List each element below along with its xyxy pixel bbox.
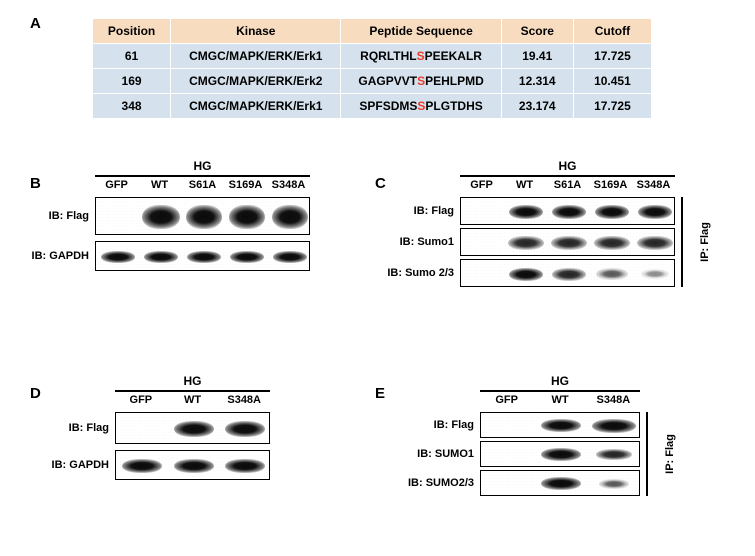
lane-label: S348A [267, 179, 310, 191]
condition-label: HG [115, 374, 270, 388]
band [101, 251, 135, 263]
ib-label: IB: Flag [434, 419, 474, 431]
lane-label: S348A [218, 394, 270, 406]
band [122, 459, 162, 473]
ib-label: IB: SUMO1 [417, 448, 474, 460]
band [144, 251, 178, 263]
table-header: Peptide Sequence [341, 19, 501, 44]
ip-label: IP: Flag [664, 434, 676, 474]
band [551, 236, 587, 250]
blot-box [460, 228, 675, 256]
ib-label: IB: Flag [414, 205, 454, 217]
band [552, 205, 586, 219]
blot-box [460, 259, 675, 287]
band [142, 205, 180, 229]
blot-box [115, 412, 270, 444]
band [596, 268, 628, 280]
ib-label: IB: GAPDH [52, 459, 109, 471]
table-header: Cutoff [573, 19, 651, 44]
band [594, 236, 630, 250]
band [599, 479, 629, 489]
ib-label: IB: Flag [49, 210, 89, 222]
band [637, 236, 673, 250]
lane-label: S169A [224, 179, 267, 191]
ib-label: IB: Flag [69, 422, 109, 434]
lane-label: GFP [460, 179, 503, 191]
band [552, 268, 586, 281]
band [595, 205, 629, 219]
ip-label: IP: Flag [699, 222, 711, 262]
ib-label: IB: Sumo 2/3 [387, 267, 454, 279]
band [230, 251, 264, 263]
band [508, 236, 544, 250]
panel-label-a: A [30, 15, 41, 32]
ib-label: IB: SUMO2/3 [408, 477, 474, 489]
blot-box [460, 197, 675, 225]
ib-label: IB: Sumo1 [400, 236, 454, 248]
band [509, 268, 543, 281]
blot-box [95, 241, 310, 271]
lane-label: GFP [95, 179, 138, 191]
band [174, 421, 214, 437]
lane-label: S61A [181, 179, 224, 191]
blot-box [480, 470, 640, 496]
band [638, 205, 672, 219]
panel-label-c: C [375, 175, 386, 192]
band [509, 205, 543, 219]
lane-label: GFP [480, 394, 533, 406]
lane-label: GFP [115, 394, 167, 406]
table-header: Kinase [171, 19, 341, 44]
blot-box [115, 450, 270, 480]
panel-label-e: E [375, 385, 385, 402]
panel-label-d: D [30, 385, 41, 402]
band [592, 419, 636, 433]
blot-box [95, 197, 310, 235]
table-header: Score [501, 19, 573, 44]
band [272, 205, 308, 229]
table-row: 61CMGC/MAPK/ERK/Erk1RQRLTHLSPEEKALR19.41… [93, 44, 652, 69]
band [225, 421, 265, 437]
lane-label: S348A [632, 179, 675, 191]
table-row: 348CMGC/MAPK/ERK/Erk1SPFSDMSSPLGTDHS23.1… [93, 94, 652, 119]
lane-label: WT [533, 394, 586, 406]
band [186, 205, 222, 229]
table-row: 169CMGC/MAPK/ERK/Erk2GAGPVVTSPEHLPMD12.3… [93, 69, 652, 94]
lane-label: WT [138, 179, 181, 191]
condition-label: HG [95, 159, 310, 173]
condition-label: HG [460, 159, 675, 173]
kinase-prediction-table: PositionKinasePeptide SequenceScoreCutof… [92, 18, 652, 119]
condition-label: HG [480, 374, 640, 388]
band [541, 448, 581, 461]
band [541, 477, 581, 490]
lane-label: S348A [587, 394, 640, 406]
ib-label: IB: GAPDH [32, 250, 89, 262]
blot-box [480, 441, 640, 467]
lane-label: S169A [589, 179, 632, 191]
band [541, 419, 581, 432]
band [174, 459, 214, 473]
band [225, 459, 265, 473]
band [187, 251, 221, 263]
table-header: Position [93, 19, 171, 44]
panel-label-b: B [30, 175, 41, 192]
band [273, 251, 307, 263]
blot-box [480, 412, 640, 438]
lane-label: WT [503, 179, 546, 191]
band [229, 205, 265, 229]
band [641, 269, 669, 279]
band [596, 449, 632, 460]
lane-label: S61A [546, 179, 589, 191]
lane-label: WT [167, 394, 219, 406]
